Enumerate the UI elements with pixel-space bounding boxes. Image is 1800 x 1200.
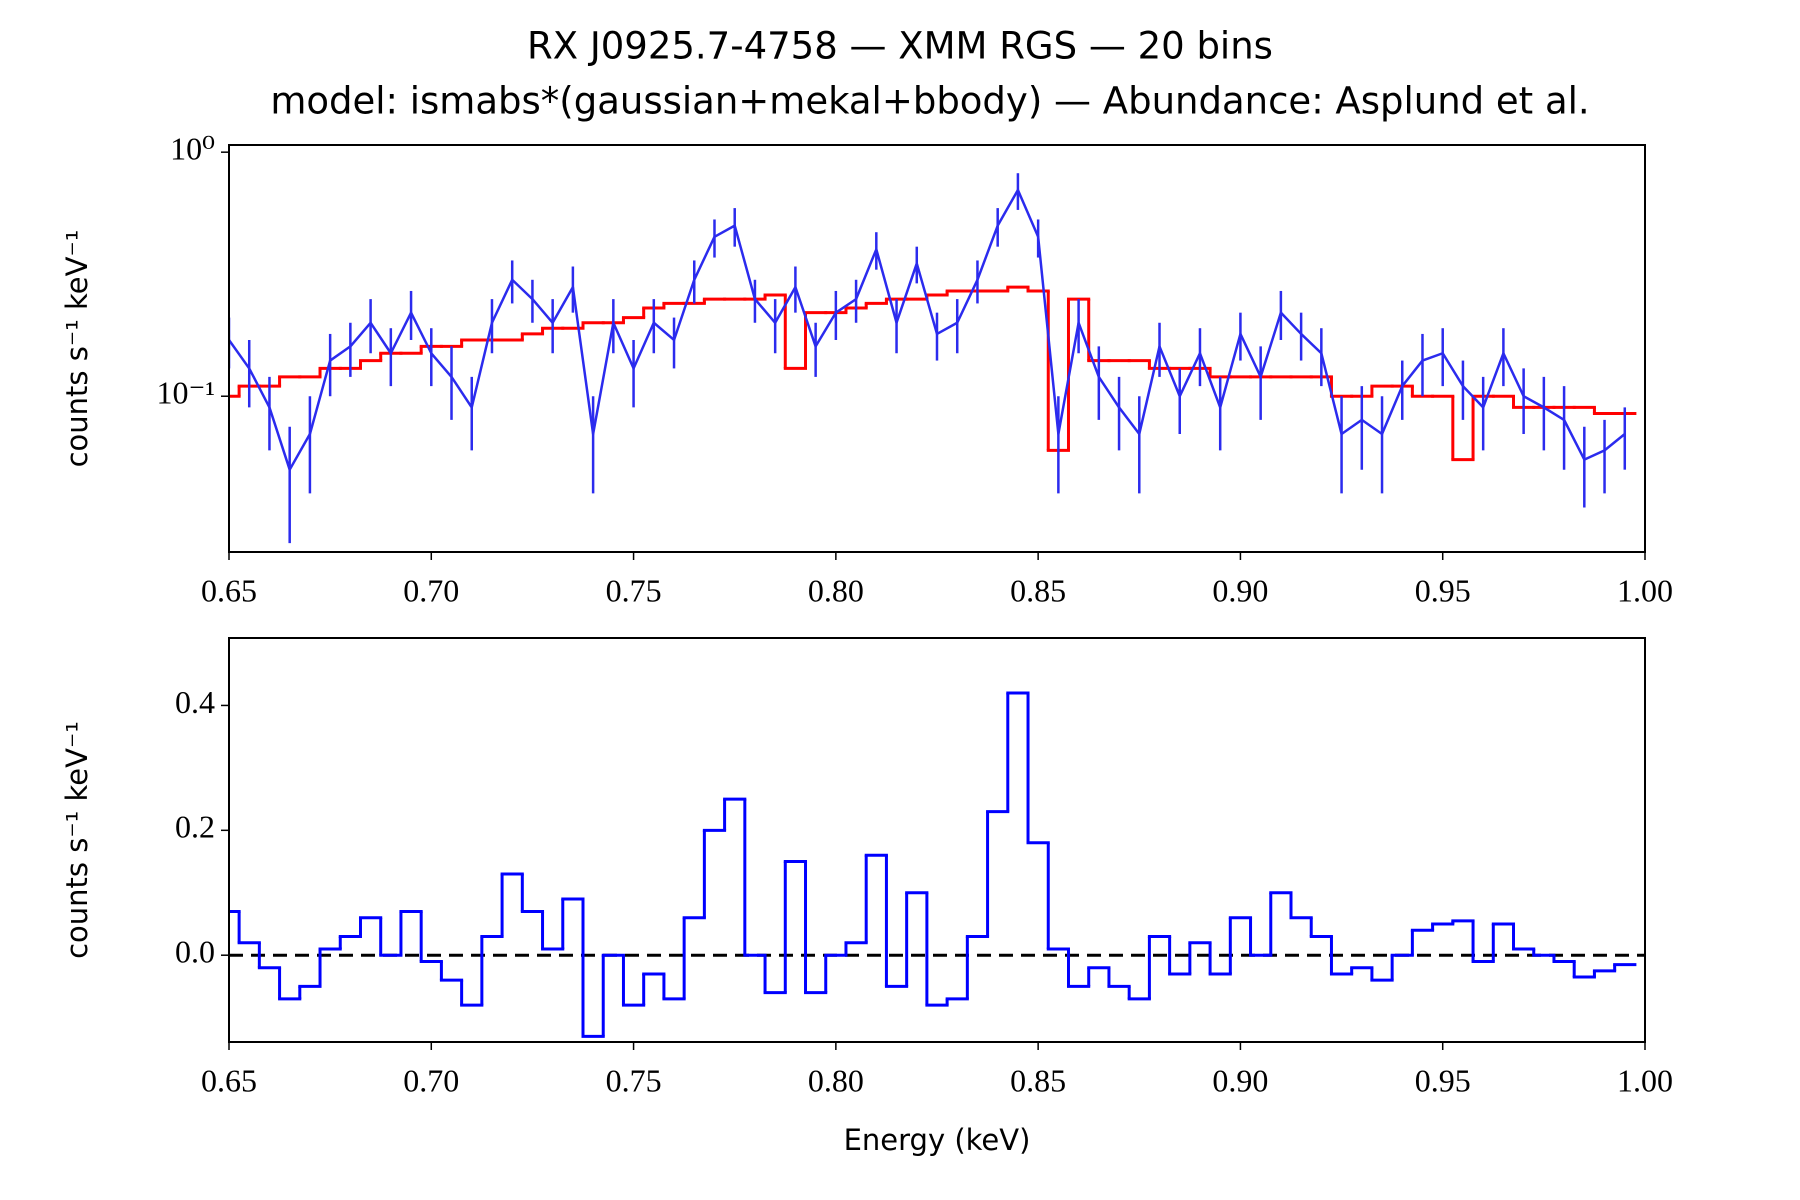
x-tick-label: 1.00 xyxy=(1617,1062,1673,1098)
x-tick-label: 0.80 xyxy=(808,572,864,608)
axes-frame xyxy=(228,637,1646,1043)
y-tick-label: 0.0 xyxy=(175,934,215,970)
x-tick-label: 0.90 xyxy=(1212,572,1268,608)
y-tick-label: 10⁻¹ xyxy=(157,375,215,411)
x-tick-label: 0.65 xyxy=(201,572,257,608)
x-tick-label: 0.90 xyxy=(1212,1062,1268,1098)
x-tick-label: 0.75 xyxy=(606,572,662,608)
x-tick-label: 0.85 xyxy=(1010,1062,1066,1098)
plot-area xyxy=(229,173,1637,544)
x-tick-label: 0.65 xyxy=(201,1062,257,1098)
x-tick-label: 0.80 xyxy=(808,1062,864,1098)
y-axis-label: counts s⁻¹ keV⁻¹ xyxy=(60,230,94,468)
x-tick-label: 0.70 xyxy=(403,1062,459,1098)
plot-area xyxy=(229,691,1645,1038)
y-tick-label: 0.2 xyxy=(175,809,215,845)
axes-frame xyxy=(228,144,1646,553)
y-axis-label: counts s⁻¹ keV⁻¹ xyxy=(60,721,94,959)
x-tick-label: 1.00 xyxy=(1617,572,1673,608)
x-tick-label: 0.70 xyxy=(403,572,459,608)
y-tick-label: 10⁰ xyxy=(170,131,215,167)
data-line xyxy=(229,188,1626,471)
chart-title: RX J0925.7-4758 — XMM RGS — 20 bins xyxy=(527,25,1273,68)
x-axis-label: Energy (keV) xyxy=(844,1123,1031,1157)
x-tick-label: 0.95 xyxy=(1415,572,1471,608)
x-tick-label: 0.85 xyxy=(1010,572,1066,608)
y-tick-label: 0.4 xyxy=(175,684,215,720)
x-tick-label: 0.95 xyxy=(1415,1062,1471,1098)
x-tick-label: 0.75 xyxy=(606,1062,662,1098)
chart-subtitle: model: ismabs*(gaussian+mekal+bbody) — A… xyxy=(270,80,1589,123)
